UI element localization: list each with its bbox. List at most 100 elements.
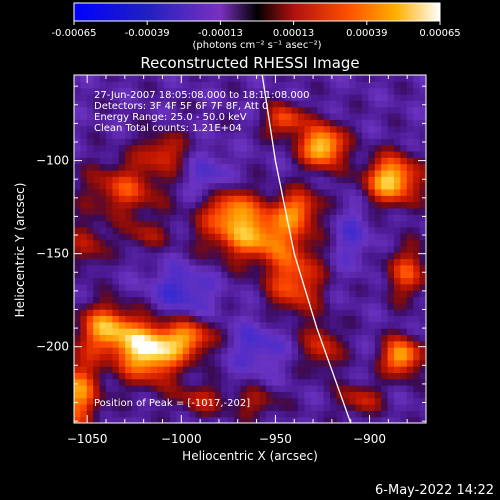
heatmap-cell — [163, 277, 171, 285]
heatmap-cell — [266, 150, 273, 158]
heatmap-cell — [208, 258, 216, 266]
heatmap-cell — [227, 81, 235, 89]
heatmap-cell — [368, 220, 376, 228]
heatmap-cell — [253, 264, 261, 272]
heatmap-cell — [106, 410, 113, 418]
heatmap-cell — [342, 201, 350, 209]
heatmap-cell — [304, 144, 312, 152]
info-line: Clean Total counts: 1.21E+04 — [94, 123, 242, 134]
heatmap-cell — [387, 385, 395, 392]
heatmap-cell — [93, 239, 101, 247]
heatmap-cell — [221, 404, 229, 411]
heatmap-cell — [349, 302, 357, 310]
heatmap-cell — [291, 378, 299, 386]
heatmap-cell — [125, 239, 133, 247]
heatmap-cell — [157, 404, 165, 411]
heatmap-cell — [266, 220, 273, 228]
heatmap-cell — [246, 176, 254, 184]
heatmap-cell — [394, 404, 401, 411]
heatmap-cell — [176, 385, 184, 392]
heatmap-cell — [144, 252, 152, 260]
heatmap-cell — [99, 290, 107, 298]
heatmap-cell — [112, 410, 120, 418]
heatmap-cell — [394, 416, 401, 423]
heatmap-cell — [406, 271, 414, 279]
heatmap-cell — [310, 410, 318, 418]
heatmap-cell — [387, 106, 395, 114]
heatmap-cell — [374, 290, 382, 298]
heatmap-cell — [163, 214, 171, 222]
heatmap-cell — [240, 334, 248, 342]
heatmap-cell — [342, 258, 350, 266]
heatmap-cell — [362, 334, 369, 342]
heatmap-cell — [406, 385, 414, 392]
heatmap-cell — [208, 131, 216, 139]
heatmap-cell — [259, 163, 267, 171]
heatmap-cell — [368, 334, 376, 342]
heatmap-cell — [208, 144, 216, 152]
heatmap-cell — [310, 93, 318, 101]
heatmap-cell — [112, 81, 120, 89]
heatmap-cell — [323, 334, 331, 342]
heatmap-cell — [355, 416, 363, 423]
heatmap-cell — [349, 416, 357, 423]
heatmap-cell — [400, 207, 408, 215]
heatmap-cell — [157, 366, 165, 373]
heatmap-cell — [291, 340, 299, 348]
heatmap-cell — [413, 131, 421, 139]
heatmap-cell — [99, 220, 107, 228]
heatmap-cell — [291, 93, 299, 101]
heatmap-cell — [74, 245, 81, 253]
heatmap-cell — [355, 112, 363, 120]
heatmap-cell — [342, 366, 350, 373]
heatmap-cell — [349, 169, 357, 177]
heatmap-cell — [304, 131, 312, 139]
heatmap-cell — [208, 239, 216, 247]
heatmap-cell — [336, 87, 344, 95]
heatmap-cell — [253, 138, 261, 146]
heatmap-cell — [336, 340, 344, 348]
heatmap-cell — [298, 252, 305, 260]
heatmap-cell — [182, 271, 190, 279]
heatmap-cell — [368, 182, 376, 190]
heatmap-cell — [125, 359, 133, 367]
heatmap-cell — [291, 100, 299, 108]
heatmap-cell — [240, 366, 248, 373]
heatmap-cell — [182, 264, 190, 272]
heatmap-cell — [131, 176, 139, 184]
heatmap-cell — [202, 340, 209, 348]
heatmap-cell — [240, 290, 248, 298]
heatmap-cell — [278, 416, 286, 423]
heatmap-cell — [93, 245, 101, 253]
heatmap-cell — [426, 132, 433, 139]
heatmap-cell — [80, 214, 88, 222]
heatmap-cell — [419, 353, 426, 361]
heatmap-cell — [240, 119, 248, 127]
heatmap-cell — [138, 252, 145, 260]
heatmap-cell — [112, 195, 120, 203]
heatmap-cell — [349, 378, 357, 386]
heatmap-cell — [176, 277, 184, 285]
heatmap-cell — [202, 207, 209, 215]
heatmap-cell — [118, 302, 126, 310]
heatmap-cell — [374, 106, 382, 114]
heatmap-cell — [246, 328, 254, 336]
heatmap-cell — [80, 157, 88, 165]
heatmap-cell — [317, 245, 325, 253]
heatmap-cell — [253, 188, 261, 196]
heatmap-cell — [150, 290, 158, 298]
heatmap-cell — [336, 315, 344, 323]
heatmap-cell — [195, 353, 203, 361]
heatmap-cell — [189, 397, 197, 405]
heatmap-cell — [163, 404, 171, 411]
heatmap-cell — [131, 264, 139, 272]
heatmap-cell — [138, 302, 145, 310]
heatmap-cell — [195, 112, 203, 120]
heatmap-cell — [125, 366, 133, 373]
heatmap-cell — [150, 119, 158, 127]
heatmap-cell — [342, 271, 350, 279]
heatmap-cell — [317, 144, 325, 152]
heatmap-cell — [330, 125, 337, 133]
heatmap-cell — [80, 131, 88, 139]
heatmap-cell — [259, 385, 267, 392]
